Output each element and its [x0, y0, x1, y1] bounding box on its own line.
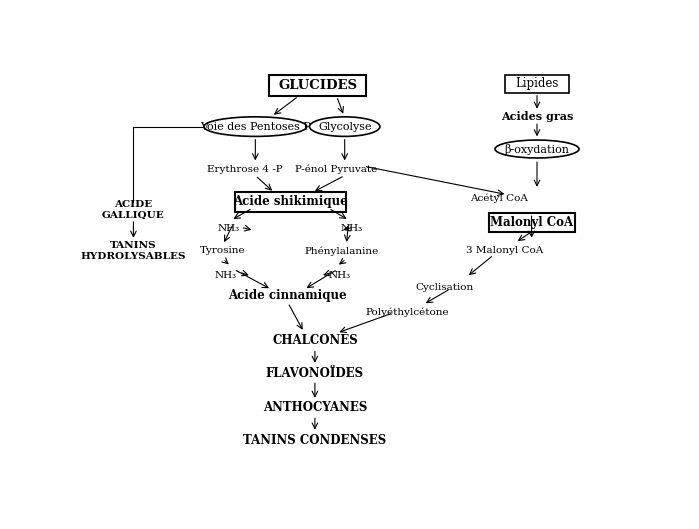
Text: Acide cinnamique: Acide cinnamique: [229, 289, 347, 302]
Text: NH₃: NH₃: [215, 271, 236, 280]
Ellipse shape: [495, 140, 579, 158]
FancyBboxPatch shape: [505, 75, 569, 93]
Text: Polyéthylcétone: Polyéthylcétone: [365, 307, 449, 317]
Text: NH₃: NH₃: [340, 224, 363, 233]
Text: Cyclisation: Cyclisation: [416, 283, 474, 292]
Text: Erythrose 4 -P: Erythrose 4 -P: [207, 165, 282, 174]
Text: ANTHOCYANES: ANTHOCYANES: [263, 401, 367, 414]
Ellipse shape: [204, 117, 307, 136]
Text: β-oxydation: β-oxydation: [505, 143, 570, 154]
Text: Voie des Pentoses P: Voie des Pentoses P: [200, 122, 311, 132]
Text: Tyrosine: Tyrosine: [200, 247, 245, 256]
Text: Acides gras: Acides gras: [500, 111, 573, 122]
Text: 3 Malonyl CoA: 3 Malonyl CoA: [466, 247, 543, 256]
FancyBboxPatch shape: [489, 213, 575, 232]
Text: Glycolyse: Glycolyse: [318, 122, 371, 132]
Text: GLUCIDES: GLUCIDES: [278, 79, 357, 93]
Text: Acide shikimique: Acide shikimique: [233, 196, 348, 208]
Text: ACIDE
GALLIQUE: ACIDE GALLIQUE: [102, 200, 165, 220]
Ellipse shape: [310, 117, 380, 136]
Text: Malonyl CoA: Malonyl CoA: [490, 216, 573, 229]
Text: Acétyl CoA: Acétyl CoA: [470, 193, 528, 203]
FancyBboxPatch shape: [236, 192, 346, 212]
Text: P-énol Pyruvate: P-énol Pyruvate: [296, 165, 377, 174]
FancyBboxPatch shape: [269, 75, 366, 96]
Text: CHALCONES: CHALCONES: [272, 334, 358, 347]
Text: Lipides: Lipides: [515, 77, 559, 90]
Text: FLAVONOÏDES: FLAVONOÏDES: [266, 367, 364, 379]
Text: TANINS CONDENSES: TANINS CONDENSES: [243, 434, 387, 447]
Text: NH₃: NH₃: [217, 224, 239, 233]
Text: Phénylalanine: Phénylalanine: [305, 246, 379, 256]
Text: TANINS
HYDROLYSABLES: TANINS HYDROLYSABLES: [80, 241, 186, 261]
Text: NH₃: NH₃: [329, 271, 350, 280]
